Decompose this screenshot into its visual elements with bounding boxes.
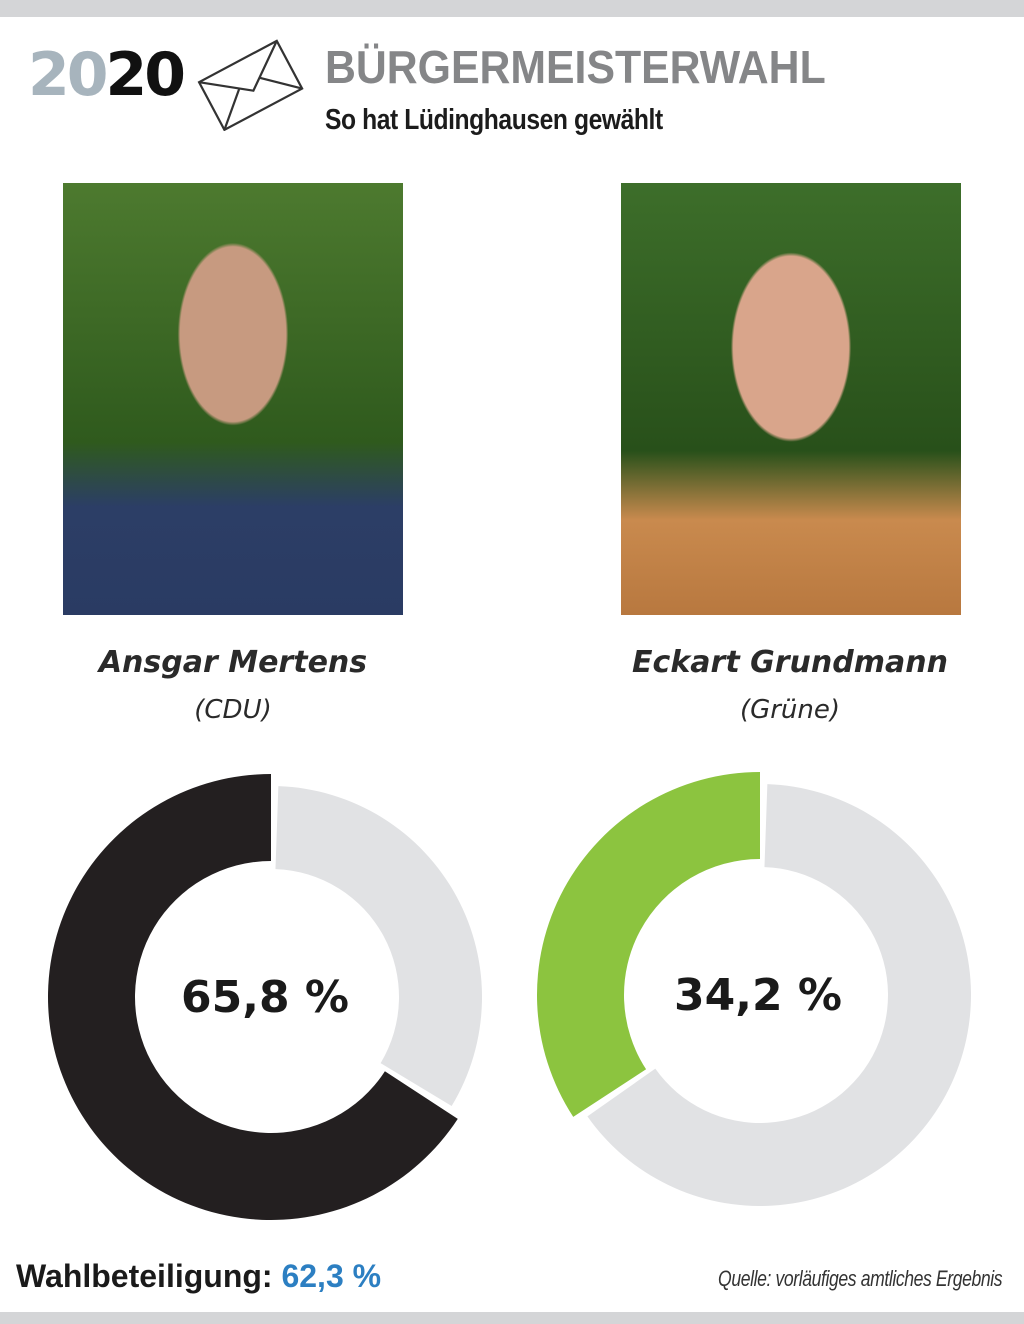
- candidate-party: (Grüne): [739, 695, 841, 725]
- donut-mertens: [48, 774, 483, 1220]
- candidate-name: Eckart Grundmann: [632, 645, 948, 680]
- bottom-border: [0, 1312, 1024, 1324]
- envelope-icon: [197, 39, 304, 131]
- percent-label: 65,8 %: [181, 972, 349, 1023]
- candidate-party: (CDU): [194, 695, 272, 725]
- donut-grundmann: [537, 772, 971, 1206]
- donut-segment-ansgar-mertens: [48, 774, 458, 1220]
- donut-charts: 65,8 % 34,2 %: [48, 772, 971, 1220]
- candidate-name: Ansgar Mertens: [98, 645, 368, 680]
- donut-segment-rest: [587, 784, 971, 1206]
- percent-label: 34,2 %: [674, 970, 842, 1021]
- donut-segment-eckart-grundmann: [537, 772, 760, 1117]
- turnout-label: Wahlbeteiligung:: [16, 1258, 273, 1294]
- candidate-photo-mertens: [63, 183, 403, 615]
- candidate-photo-grundmann: [621, 183, 961, 615]
- turnout: Wahlbeteiligung: 62,3 %: [16, 1258, 381, 1295]
- year-part2: 20: [105, 40, 186, 110]
- source-note: Quelle: vorläufiges amtliches Ergebnis: [717, 1266, 1003, 1291]
- year-part1: 20: [28, 40, 108, 110]
- page-subtitle: So hat Lüdinghausen gewählt: [325, 104, 663, 136]
- page-title: BÜRGERMEISTERWAHL: [325, 41, 826, 93]
- donut-segment-rest: [275, 786, 483, 1107]
- year-logo: 2020: [28, 40, 186, 110]
- top-border: [0, 0, 1024, 17]
- turnout-value: 62,3 %: [281, 1258, 382, 1294]
